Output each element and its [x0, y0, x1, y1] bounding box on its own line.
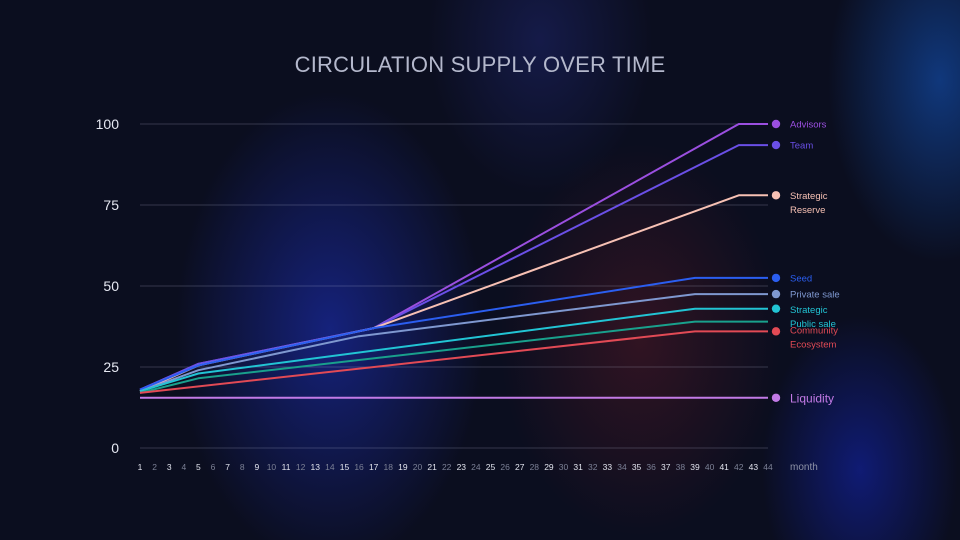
grid-lines	[140, 123, 768, 449]
x-tick-label: 17	[369, 462, 379, 472]
series-line	[139, 330, 768, 394]
legend-label: Strategic	[790, 305, 828, 316]
x-tick-label: 12	[296, 462, 306, 472]
x-tick-label: 20	[413, 462, 423, 472]
legend-label: Seed	[790, 273, 812, 284]
x-tick-label: 11	[282, 462, 291, 472]
legend-label: Ecosystem	[790, 339, 837, 350]
legend-marker	[771, 273, 781, 283]
x-tick-label: 29	[544, 462, 554, 472]
legend-label: Strategic	[790, 191, 828, 202]
x-tick-label: 21	[427, 462, 437, 472]
legend-label: Team	[790, 141, 813, 152]
x-tick-label: 22	[442, 462, 452, 472]
y-tick-label: 25	[103, 359, 119, 375]
x-tick-label: 41	[719, 462, 729, 472]
x-tick-label: 4	[181, 462, 186, 472]
x-tick-label: 7	[225, 462, 230, 472]
x-tick-label: 15	[340, 462, 350, 472]
x-tick-label: 13	[311, 462, 321, 472]
x-tick-label: 36	[646, 462, 656, 472]
x-tick-label: 1	[138, 462, 143, 472]
x-tick-label: 44	[763, 462, 773, 472]
series-line	[139, 320, 768, 394]
x-tick-label: 10	[267, 462, 277, 472]
x-tick-label: 43	[749, 462, 759, 472]
x-tick-label: 23	[457, 462, 467, 472]
y-axis-ticks: 0 25 50 75 100	[96, 116, 120, 456]
x-tick-label: 42	[734, 462, 744, 472]
x-tick-label: 37	[661, 462, 671, 472]
x-axis-ticks: 1 2 3 4 5 6 7 8 9 10 11 12 13 14 15 16 17 18 19 20 21 22 23 24 2…	[138, 462, 773, 472]
x-tick-label: 38	[676, 462, 686, 472]
x-tick-label: 39	[690, 462, 700, 472]
x-tick-label: 2	[152, 462, 157, 472]
y-tick-label: 0	[111, 440, 119, 456]
x-tick-label: 34	[617, 462, 627, 472]
series-line	[139, 307, 768, 393]
x-tick-label: 19	[398, 462, 408, 472]
legend-marker	[771, 191, 781, 200]
legend-marker	[771, 289, 781, 299]
legend-marker	[771, 393, 781, 402]
legend-label: Reserve	[790, 205, 825, 216]
x-tick-label: 28	[530, 462, 540, 472]
x-tick-label: 26	[500, 462, 510, 472]
y-tick-label: 100	[96, 116, 120, 132]
series-line	[139, 276, 768, 391]
x-tick-label: 8	[240, 462, 245, 472]
x-tick-label: 18	[384, 462, 394, 472]
x-tick-label: 3	[167, 462, 172, 472]
legend-marker	[771, 119, 781, 129]
x-tick-label: 27	[515, 462, 525, 472]
x-tick-label: 24	[471, 462, 481, 472]
chart-title: CIRCULATION SUPPLY OVER TIME	[294, 52, 666, 77]
legend-marker	[771, 304, 781, 313]
y-tick-label: 50	[103, 278, 119, 294]
x-tick-label: 30	[559, 462, 569, 472]
x-tick-label: 14	[325, 462, 335, 472]
legend: Advisors Team Strategic Reserve Seed Private …	[771, 119, 840, 405]
y-tick-label: 75	[103, 197, 119, 213]
x-tick-label: 33	[603, 462, 613, 472]
legend-label: Private sale	[790, 290, 840, 301]
x-tick-label: 25	[486, 462, 496, 472]
x-axis-label: month	[790, 462, 818, 473]
series-lines	[139, 123, 768, 399]
legend-marker	[771, 140, 781, 150]
x-tick-label: 35	[632, 462, 642, 472]
legend-marker	[771, 327, 781, 336]
legend-label: Public sale	[790, 319, 836, 330]
x-tick-label: 9	[254, 462, 259, 472]
legend-label: Community	[790, 325, 838, 336]
x-tick-label: 31	[573, 462, 583, 472]
x-tick-label: 5	[196, 462, 201, 472]
x-tick-label: 6	[211, 462, 216, 472]
x-tick-label: 40	[705, 462, 715, 472]
series-line	[139, 293, 768, 393]
x-tick-label: 32	[588, 462, 598, 472]
legend-label: Advisors	[790, 120, 827, 131]
series-line	[139, 144, 768, 391]
legend-label: Liquidity	[790, 391, 834, 405]
x-tick-label: 16	[354, 462, 364, 472]
